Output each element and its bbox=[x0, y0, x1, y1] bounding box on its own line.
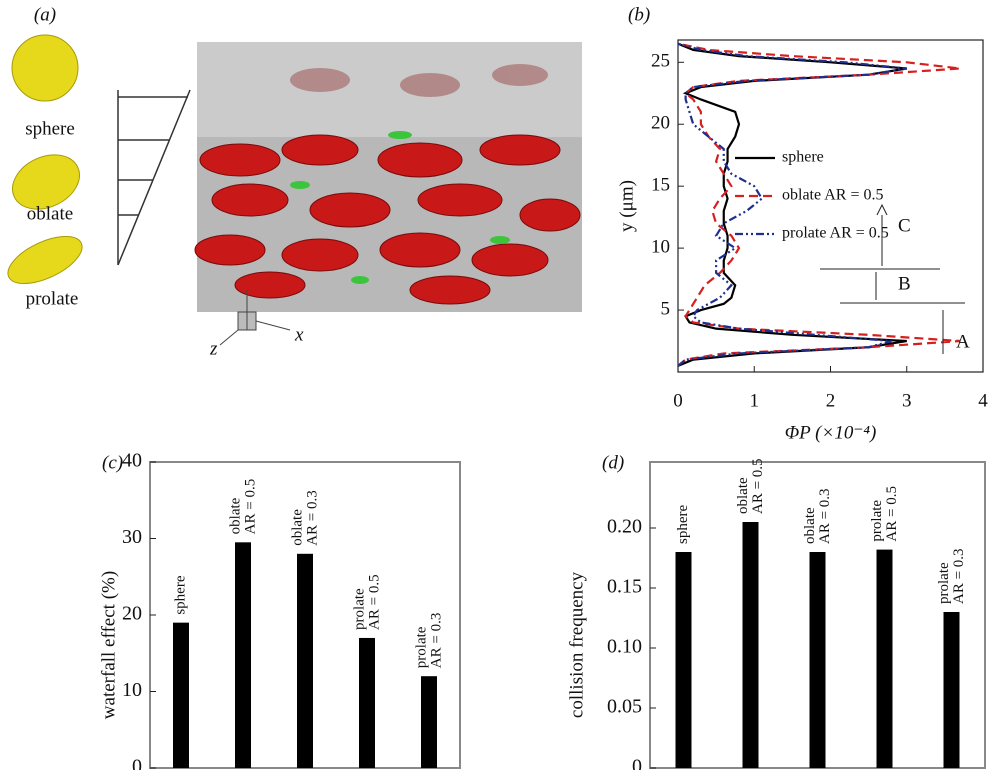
y-tick-label: 5 bbox=[661, 298, 671, 319]
category-label: oblate bbox=[289, 509, 305, 546]
category-label: AR = 0.5 bbox=[884, 486, 900, 542]
category-label: AR = 0.3 bbox=[817, 488, 833, 544]
axis-letter: z bbox=[209, 338, 218, 359]
category-label: oblate bbox=[735, 477, 751, 514]
y-axis-title: collision frequency bbox=[566, 571, 587, 718]
y-tick-label: 10 bbox=[651, 236, 670, 257]
category-label: AR = 0.5 bbox=[242, 479, 258, 535]
category-label: AR = 0.5 bbox=[366, 574, 382, 630]
y-tick-label: 0.15 bbox=[607, 576, 642, 598]
legend-label: sphere bbox=[782, 149, 824, 166]
channel bbox=[195, 42, 582, 312]
figure: (a) sphere oblate prolate z x bbox=[0, 0, 993, 770]
y-tick-label: 20 bbox=[651, 113, 670, 134]
y-tick-label: 25 bbox=[651, 51, 670, 72]
bar bbox=[421, 676, 437, 768]
category-label: AR = 0.3 bbox=[951, 548, 967, 604]
series-line bbox=[678, 44, 960, 366]
y-tick-label: 15 bbox=[651, 175, 670, 196]
shape-label: sphere bbox=[25, 118, 75, 139]
shape-label: oblate bbox=[27, 203, 73, 224]
category-label: oblate bbox=[802, 507, 818, 544]
annotation: A bbox=[956, 331, 970, 352]
arrow-head bbox=[877, 205, 887, 215]
legend-label: prolate AR = 0.5 bbox=[782, 225, 889, 242]
y-axis-title: y (μm) bbox=[616, 180, 637, 232]
category-label: sphere bbox=[172, 575, 188, 614]
y-tick-label: 0.10 bbox=[607, 636, 642, 658]
y-axis-title: waterfall effect (%) bbox=[98, 571, 119, 719]
bar bbox=[359, 638, 375, 768]
category-label: prolate bbox=[351, 588, 367, 630]
x-axis-title: ΦP (×10⁻⁴) bbox=[785, 422, 877, 443]
legend-label: oblate AR = 0.5 bbox=[782, 187, 883, 204]
bar bbox=[297, 554, 313, 768]
plot-frame bbox=[678, 40, 983, 372]
shape-icons bbox=[1, 35, 89, 293]
panel-label: (c) bbox=[102, 452, 123, 473]
x-tick-label: 3 bbox=[902, 390, 912, 411]
x-tick-label: 1 bbox=[750, 390, 760, 411]
x-tick-label: 4 bbox=[978, 390, 988, 411]
bar bbox=[676, 552, 692, 768]
category-label: sphere bbox=[675, 505, 691, 544]
bar bbox=[944, 612, 960, 768]
x-tick-label: 0 bbox=[673, 390, 683, 411]
y-tick-label: 0 bbox=[132, 756, 142, 770]
category-label: AR = 0.5 bbox=[750, 458, 766, 514]
panel-label: (a) bbox=[34, 4, 56, 25]
y-tick-label: 30 bbox=[122, 526, 142, 548]
x-tick-label: 2 bbox=[826, 390, 836, 411]
category-label: AR = 0.3 bbox=[304, 490, 320, 546]
bar bbox=[877, 550, 893, 768]
y-tick-label: 0.20 bbox=[607, 516, 642, 538]
y-tick-label: 10 bbox=[122, 679, 142, 701]
category-label: prolate bbox=[936, 562, 952, 604]
series-line bbox=[678, 44, 907, 366]
category-label: prolate bbox=[869, 500, 885, 542]
flow-profile bbox=[118, 90, 190, 265]
category-label: AR = 0.3 bbox=[428, 613, 444, 669]
axis-letter: x bbox=[294, 324, 304, 345]
bar bbox=[810, 552, 826, 768]
series-line bbox=[678, 44, 907, 366]
panel-label: (b) bbox=[628, 4, 650, 25]
bar bbox=[173, 623, 189, 768]
bar bbox=[743, 522, 759, 768]
y-tick-label: 40 bbox=[122, 450, 142, 472]
panel-label: (d) bbox=[602, 452, 624, 473]
bar bbox=[235, 542, 251, 768]
y-tick-label: 0.05 bbox=[607, 696, 642, 718]
annotation: C bbox=[898, 215, 911, 236]
category-label: prolate bbox=[413, 626, 429, 668]
shape-label: prolate bbox=[26, 288, 79, 309]
y-tick-label: 20 bbox=[122, 603, 142, 625]
y-tick-label: 0 bbox=[632, 756, 642, 770]
annotation: B bbox=[898, 273, 911, 294]
category-label: oblate bbox=[227, 497, 243, 534]
